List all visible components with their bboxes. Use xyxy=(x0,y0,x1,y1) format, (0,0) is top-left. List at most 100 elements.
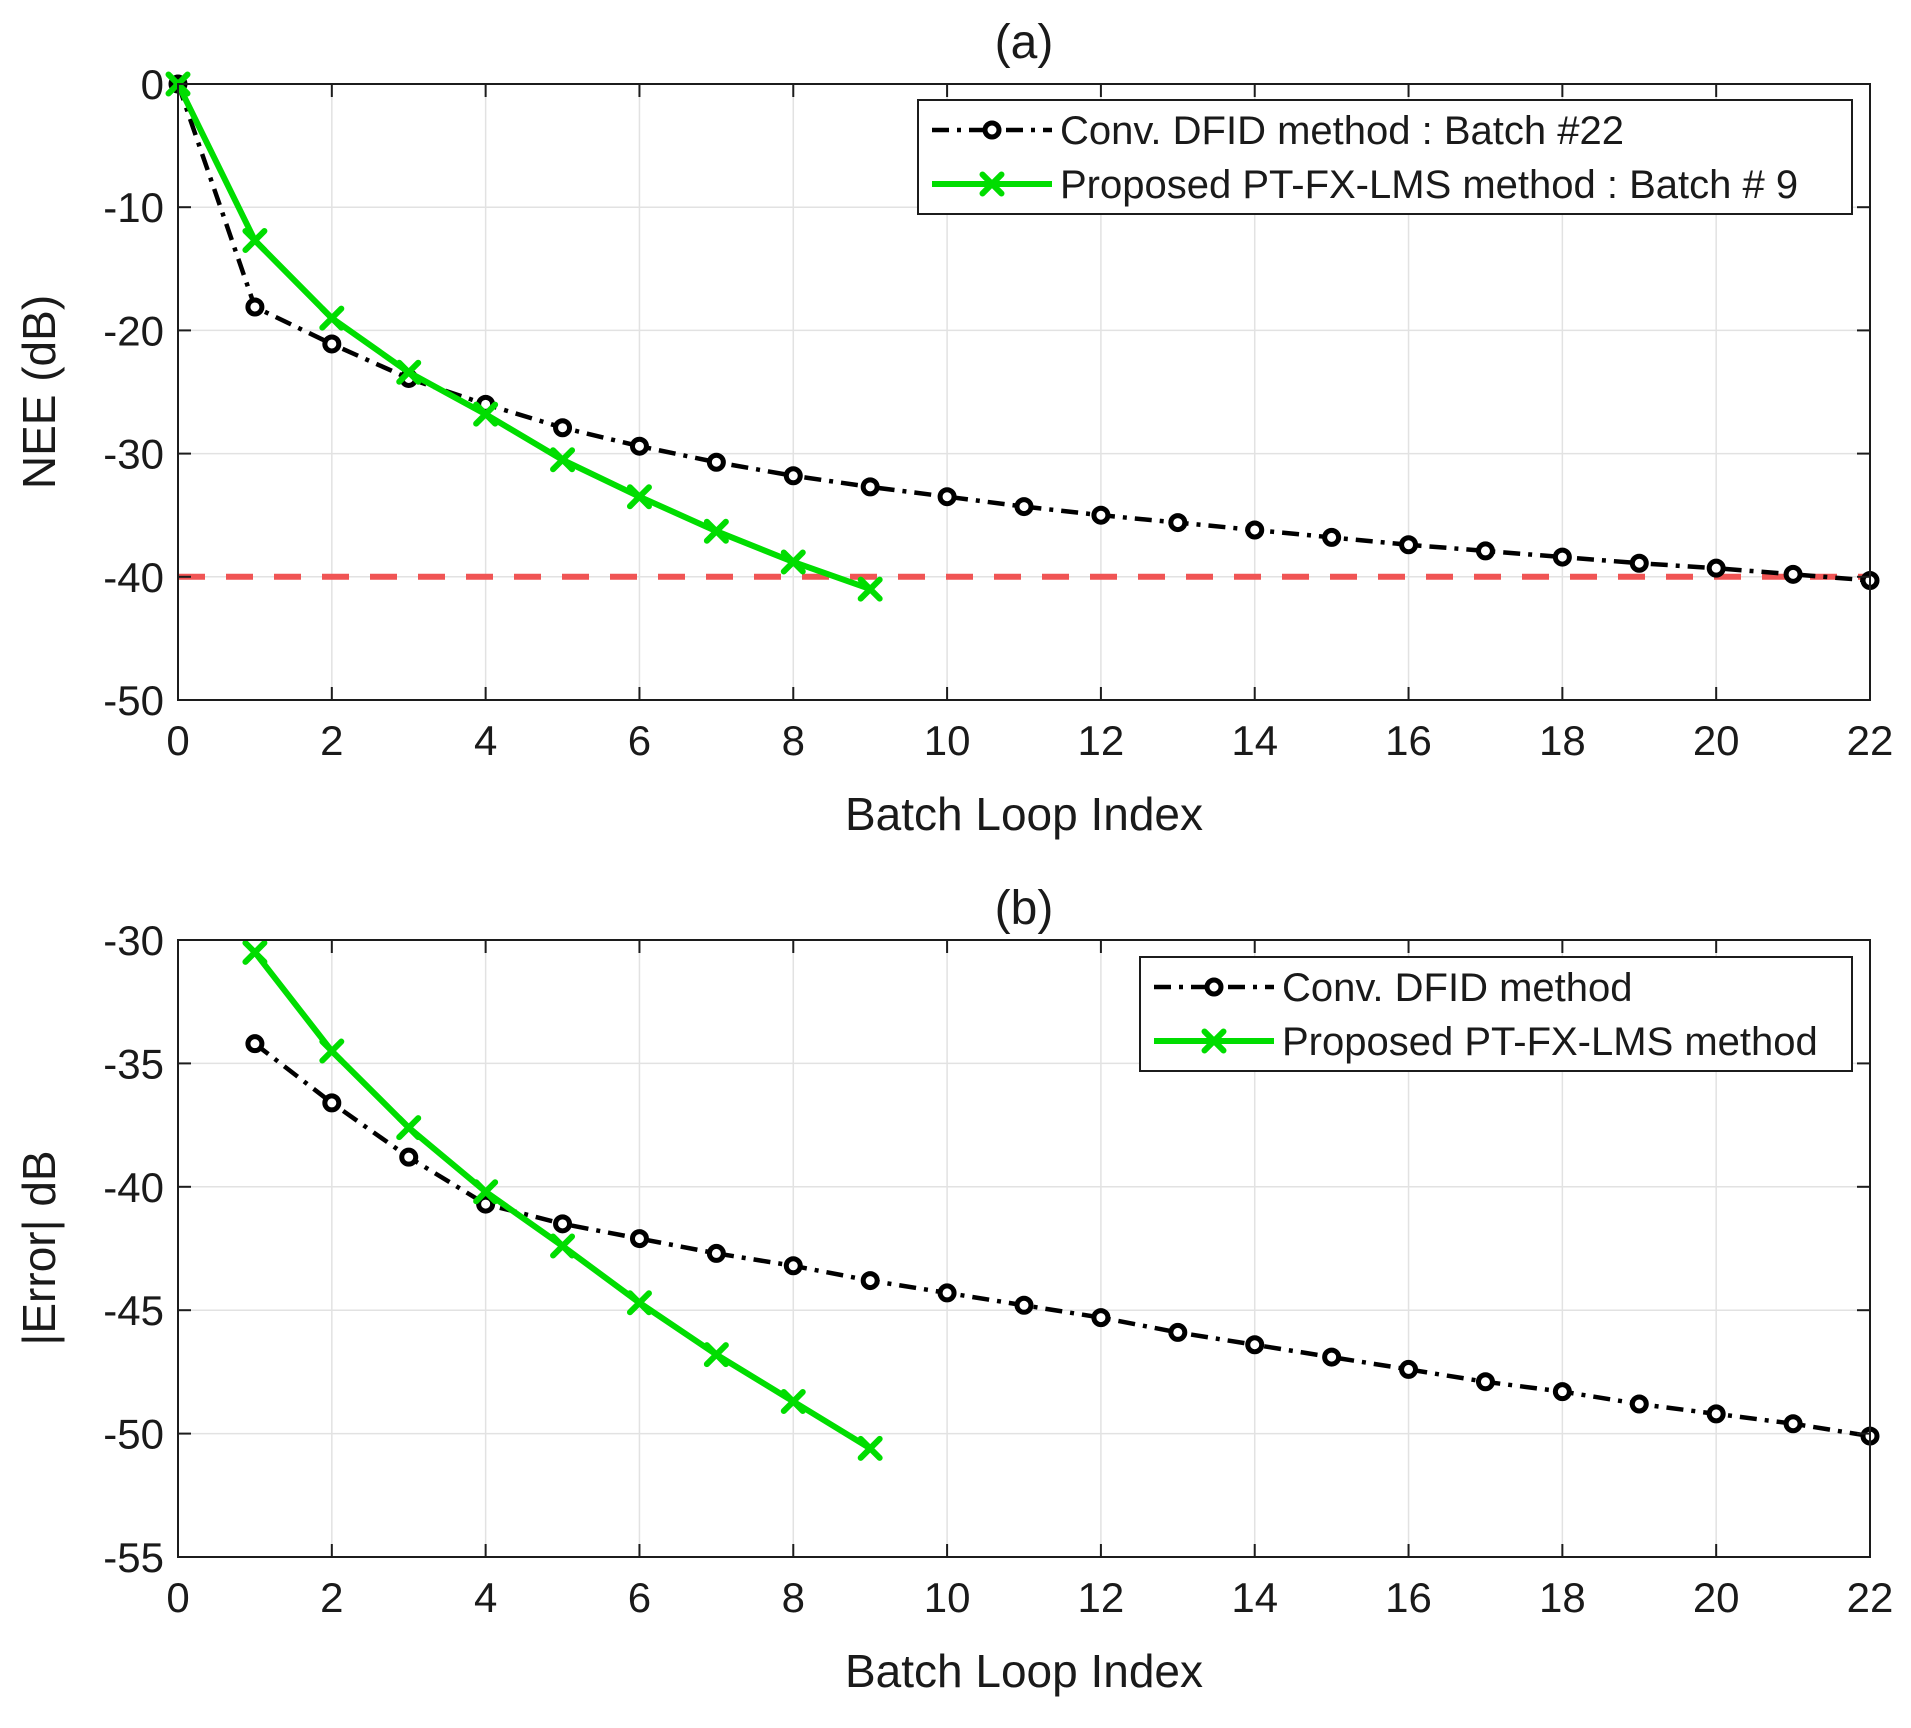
series-0-marker-circle xyxy=(783,1256,803,1276)
y-tick-label: -55 xyxy=(103,1534,164,1581)
y-tick-label: -50 xyxy=(103,677,164,724)
legend-box xyxy=(1139,956,1853,1072)
series-line-0 xyxy=(175,83,1871,583)
series-0-marker-circle xyxy=(1475,1372,1495,1392)
legend-label-0: Conv. DFID method xyxy=(1282,966,1633,1010)
series-0-marker-circle xyxy=(1552,547,1572,567)
series-1-marker-x xyxy=(550,1233,576,1259)
series-0-marker-circle xyxy=(399,1147,419,1167)
series-0-marker-circle xyxy=(937,487,957,507)
series-1-marker-x xyxy=(473,401,499,427)
series-0-marker-circle xyxy=(706,452,726,472)
series-0-marker-circle xyxy=(937,1283,957,1303)
legend-0-marker-circle xyxy=(1204,977,1224,997)
legend-0-marker-circle xyxy=(982,120,1002,140)
series-0-marker-circle xyxy=(1399,1359,1419,1379)
series-0-marker-circle xyxy=(860,1271,880,1291)
x-tick-label: 2 xyxy=(320,717,343,764)
series-1-marker-x xyxy=(319,305,345,331)
series-0-marker-circle xyxy=(629,436,649,456)
x-tick-label: 22 xyxy=(1847,717,1894,764)
series-0-marker-circle xyxy=(476,1194,496,1214)
series-0-marker-circle xyxy=(860,477,880,497)
series-0-marker-circle xyxy=(322,334,342,354)
series-1-marker-x xyxy=(626,1290,652,1316)
series-0-marker-circle xyxy=(783,466,803,486)
x-tick-label: 12 xyxy=(1078,717,1125,764)
y-tick-label: -45 xyxy=(103,1287,164,1334)
series-0-marker-circle xyxy=(553,1214,573,1234)
y-tick-label: -40 xyxy=(103,554,164,601)
x-tick-label: 0 xyxy=(166,1574,189,1621)
legend-label-1: Proposed PT-FX-LMS method : Batch # 9 xyxy=(1060,163,1798,207)
series-1-marker-x xyxy=(857,576,883,602)
series-0-marker-circle xyxy=(1629,553,1649,573)
series-0-marker-circle xyxy=(1783,1414,1803,1434)
series-1-marker-x xyxy=(550,447,576,473)
series-0-marker-circle xyxy=(1475,541,1495,561)
series-1-marker-x xyxy=(319,1038,345,1064)
series-0-marker-circle xyxy=(553,418,573,438)
x-tick-label: 8 xyxy=(782,1574,805,1621)
series-0-marker-circle xyxy=(706,1243,726,1263)
series-0-marker-circle xyxy=(1168,513,1188,533)
x-tick-label: 10 xyxy=(924,1574,971,1621)
y-tick-label: -35 xyxy=(103,1040,164,1087)
series-0-marker-circle xyxy=(1322,1347,1342,1367)
legend-label-0: Conv. DFID method : Batch #22 xyxy=(1060,109,1624,153)
y-tick-label: -30 xyxy=(103,431,164,478)
series-1-marker-x xyxy=(242,939,268,965)
series-0-marker-circle xyxy=(322,1093,342,1113)
series-1-marker-x xyxy=(780,549,806,575)
x-tick-label: 0 xyxy=(166,717,189,764)
x-tick-label: 4 xyxy=(474,717,497,764)
series-0-marker-circle xyxy=(245,1034,265,1054)
series-0-marker-circle xyxy=(629,1229,649,1249)
series-0-marker-circle xyxy=(245,297,265,317)
x-tick-label: 22 xyxy=(1847,1574,1894,1621)
x-tick-label: 10 xyxy=(924,717,971,764)
y-tick-label: 0 xyxy=(141,61,164,108)
y-tick-label: -30 xyxy=(103,917,164,964)
series-1-marker-x xyxy=(396,359,422,385)
series-1-marker-x xyxy=(703,518,729,544)
x-tick-label: 14 xyxy=(1231,717,1278,764)
panel-b-title: (b) xyxy=(995,882,1054,935)
series-1-marker-x xyxy=(857,1435,883,1461)
x-tick-label: 16 xyxy=(1385,1574,1432,1621)
panel-a-xlabel: Batch Loop Index xyxy=(845,788,1203,840)
series-0-marker-circle xyxy=(1322,527,1342,547)
series-0-marker-circle xyxy=(1629,1394,1649,1414)
x-tick-label: 20 xyxy=(1693,1574,1740,1621)
series-line-1 xyxy=(252,950,872,1451)
x-tick-label: 20 xyxy=(1693,717,1740,764)
panel-a-plot: 0 2 4 6 8 10 12 14 16 18 20 22 0 -10 -20 -30 -40 -50 Conv.… xyxy=(103,61,1893,764)
legend-box xyxy=(917,99,1853,215)
panel-a-ylabel: NEE (dB) xyxy=(13,295,65,489)
series-0-marker-circle xyxy=(1552,1382,1572,1402)
series-0-marker-circle xyxy=(1014,1295,1034,1315)
panel-b-xlabel: Batch Loop Index xyxy=(845,1645,1203,1697)
series-1-marker-x xyxy=(473,1179,499,1205)
series-1-marker-x xyxy=(242,227,268,253)
series-0-marker-circle xyxy=(1399,535,1419,555)
x-tick-label: 18 xyxy=(1539,1574,1586,1621)
y-tick-label: -20 xyxy=(103,307,164,354)
legend-label-1: Proposed PT-FX-LMS method xyxy=(1282,1020,1818,1064)
panel-b-plot: 0 2 4 6 8 10 12 14 16 18 20 22 -30 -35 -40 -45 -50 -55 Con… xyxy=(103,917,1893,1621)
series-1-marker-x xyxy=(780,1389,806,1415)
x-tick-label: 12 xyxy=(1078,1574,1125,1621)
series-0-marker-circle xyxy=(1091,505,1111,525)
series-0-marker-circle xyxy=(1706,558,1726,578)
x-tick-label: 6 xyxy=(628,717,651,764)
x-tick-label: 6 xyxy=(628,1574,651,1621)
series-1-marker-x xyxy=(626,484,652,510)
x-tick-label: 16 xyxy=(1385,717,1432,764)
y-tick-label: -10 xyxy=(103,184,164,231)
series-line-1 xyxy=(175,82,872,592)
series-0-marker-circle xyxy=(1706,1404,1726,1424)
series-0-marker-circle xyxy=(1245,520,1265,540)
axis-box xyxy=(177,83,1871,701)
